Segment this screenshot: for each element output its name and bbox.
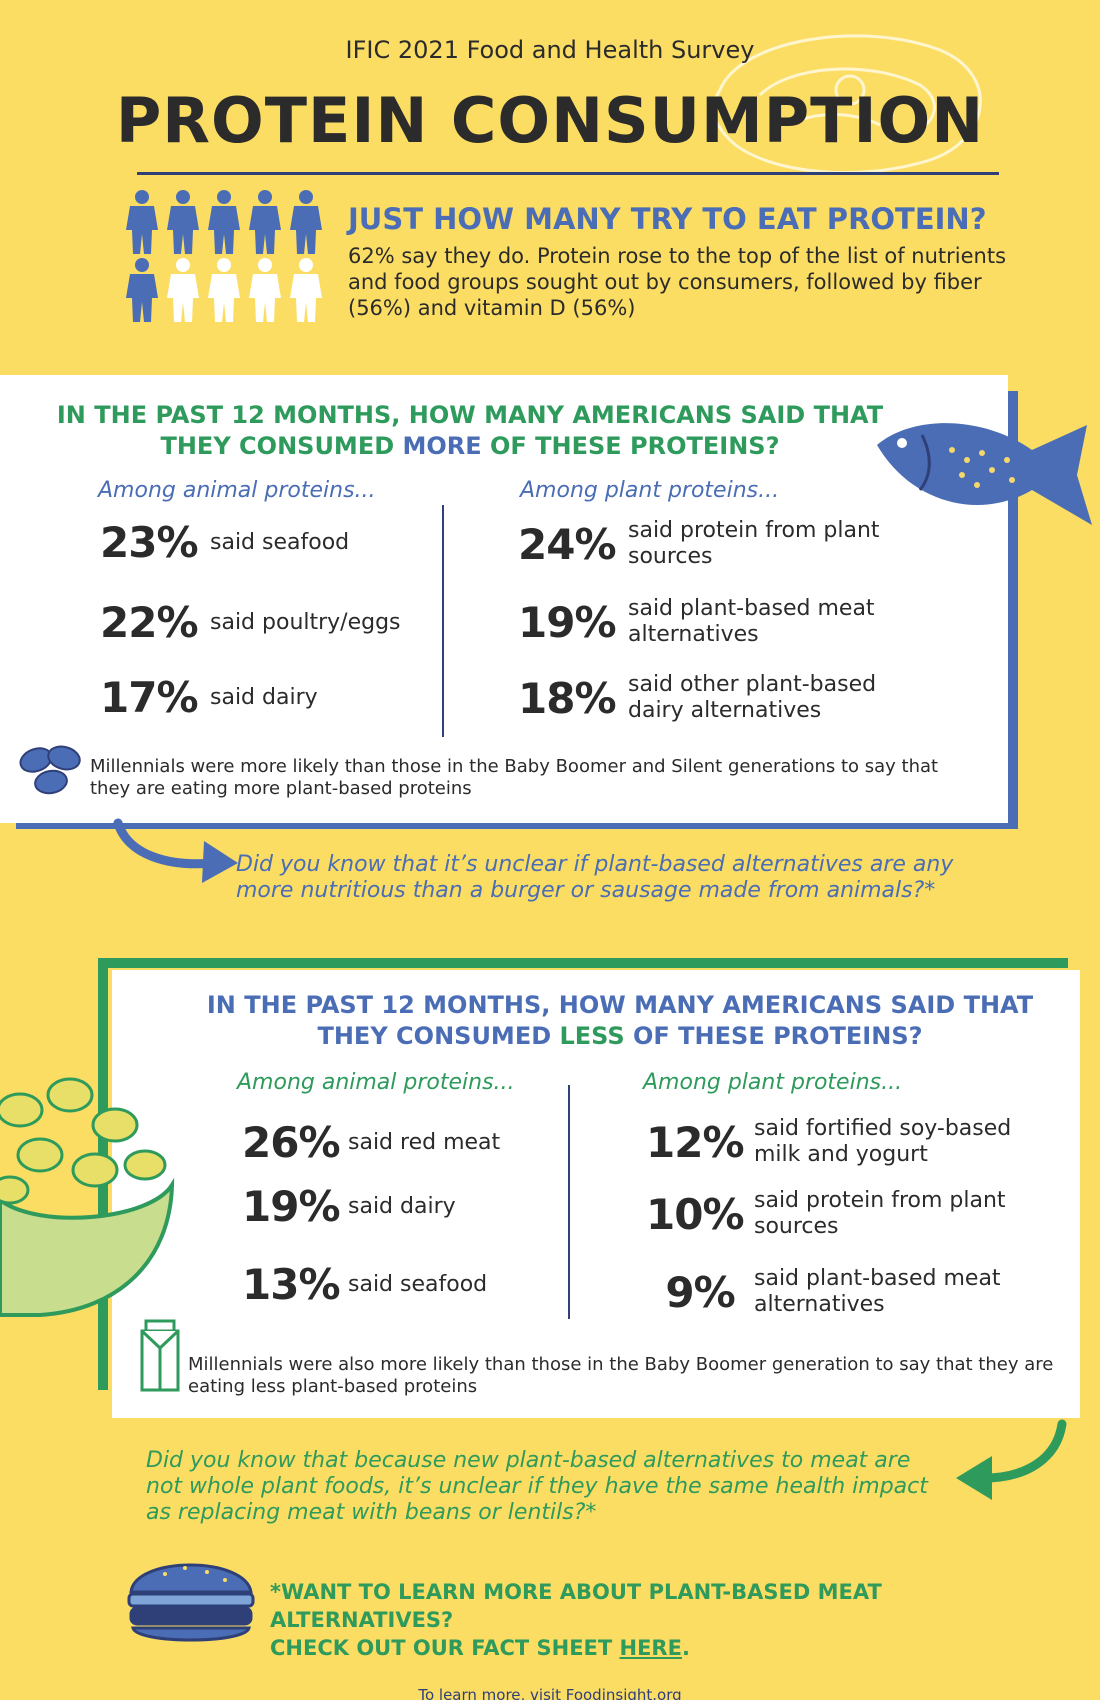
- more-column-divider: [442, 505, 444, 737]
- person-icon: [290, 258, 322, 322]
- more-plant-label-text: said plant-based meat alternatives: [628, 596, 875, 647]
- cta-line-2: CHECK OUT OUR FACT SHEET HERE.: [270, 1634, 1070, 1662]
- less-animal-pct: 13%: [242, 1260, 341, 1309]
- more-plant-pct: 24%: [518, 519, 617, 569]
- person-icon: [249, 258, 281, 322]
- person-icon: [126, 190, 158, 254]
- less-animal-label-text: said red meat: [348, 1129, 501, 1155]
- person-icon: [208, 258, 240, 322]
- bean-bowl-sketch-icon: [0, 1077, 175, 1317]
- more-heading-highlight: MORE: [402, 432, 482, 460]
- curved-arrow-icon: [956, 1419, 1067, 1500]
- less-heading-post: OF THESE PROTEINS?: [624, 1022, 923, 1050]
- less-heading-pre: IN THE PAST 12 MONTHS, HOW MANY AMERICAN…: [206, 991, 1034, 1050]
- more-plant-row: 24% said protein from plant sources: [518, 518, 908, 570]
- less-animal-pct: 26%: [242, 1118, 341, 1167]
- less-heading-highlight: LESS: [559, 1022, 625, 1050]
- more-proteins-box: [0, 375, 1008, 823]
- more-millennials-note: Millennials were more likely than those …: [90, 756, 939, 799]
- more-animal-label: Among animal proteins...: [98, 478, 376, 503]
- page-title: PROTEIN CONSUMPTION: [115, 84, 985, 157]
- milk-carton-icon: [140, 1319, 180, 1392]
- less-column-divider: [568, 1085, 570, 1319]
- more-animal-row: 22% said poultry/eggs: [100, 598, 440, 647]
- cta-line-1: *WANT TO LEARN MORE ABOUT PLANT-BASED ME…: [270, 1580, 882, 1632]
- more-animal-row: 17% said dairy: [100, 673, 440, 722]
- more-animal-row: 23% said seafood: [100, 518, 440, 567]
- protein-question: JUST HOW MANY TRY TO EAT PROTEIN?: [348, 202, 987, 236]
- more-heading-pre: IN THE PAST 12 MONTHS, HOW MANY AMERICAN…: [56, 401, 884, 460]
- more-box-shadow-right: [1008, 391, 1018, 829]
- less-proteins-box: [112, 970, 1080, 1418]
- cta-line-2-pre: CHECK OUT OUR FACT SHEET: [270, 1636, 620, 1660]
- more-animal-label-text: said seafood: [210, 529, 350, 555]
- cta-line-2-post: .: [681, 1636, 690, 1660]
- less-animal-row: 26% said red meat: [242, 1118, 548, 1167]
- more-animal-label-text: said dairy: [210, 684, 318, 710]
- person-icon: [126, 258, 158, 322]
- less-plant-label-text: said protein from plant sources: [754, 1188, 1006, 1239]
- less-plant-label-text: said plant-based meat alternatives: [754, 1266, 1001, 1317]
- fact-sheet-cta: *WANT TO LEARN MORE ABOUT PLANT-BASED ME…: [270, 1578, 1070, 1662]
- survey-name: IFIC 2021 Food and Health Survey: [345, 36, 755, 64]
- less-animal-pct: 19%: [242, 1182, 341, 1231]
- less-plant-label: Among plant proteins...: [643, 1070, 903, 1095]
- less-plant-row: 12% said fortified soy-based milk and yo…: [646, 1116, 1034, 1168]
- more-plant-row: 19% said plant-based meat alternatives: [518, 596, 908, 648]
- more-heading-post: OF THESE PROTEINS?: [481, 432, 780, 460]
- steak-sketch-icon: [711, 34, 982, 175]
- less-did-you-know: Did you know that because new plant-base…: [146, 1448, 928, 1525]
- less-plant-label-text: said fortified soy-based milk and yogurt: [754, 1116, 1012, 1167]
- less-animal-label: Among animal proteins...: [237, 1070, 515, 1095]
- more-animal-pct: 22%: [100, 598, 199, 647]
- person-icon: [167, 258, 199, 322]
- less-plant-row: 9% said plant-based meat alternatives: [646, 1266, 1034, 1318]
- more-did-you-know: Did you know that it’s unclear if plant-…: [236, 852, 954, 903]
- less-plant-pct: 10%: [646, 1189, 745, 1239]
- fact-sheet-link[interactable]: HERE: [619, 1636, 682, 1660]
- less-animal-label-text: said dairy: [348, 1193, 456, 1219]
- people-pictogram: [126, 190, 322, 322]
- more-plant-label-text: said protein from plant sources: [628, 518, 880, 569]
- more-heading: IN THE PAST 12 MONTHS, HOW MANY AMERICAN…: [40, 400, 900, 462]
- more-plant-pct: 19%: [518, 597, 617, 647]
- less-heading: IN THE PAST 12 MONTHS, HOW MANY AMERICAN…: [180, 990, 1060, 1052]
- more-animal-pct: 23%: [100, 518, 199, 567]
- more-plant-pct: 18%: [518, 673, 617, 723]
- less-millennials-note: Millennials were also more likely than t…: [188, 1354, 1054, 1397]
- less-plant-row: 10% said protein from plant sources: [646, 1188, 1034, 1240]
- person-icon: [208, 190, 240, 254]
- footer-text: To learn more, visit Foodinsight.org: [418, 1686, 682, 1700]
- less-animal-row: 13% said seafood: [242, 1260, 548, 1309]
- less-plant-pct: 12%: [646, 1117, 745, 1167]
- less-animal-row: 19% said dairy: [242, 1182, 548, 1231]
- almonds-icon: [19, 745, 81, 795]
- more-plant-label: Among plant proteins...: [520, 478, 780, 503]
- more-animal-pct: 17%: [100, 673, 199, 722]
- person-icon: [167, 190, 199, 254]
- fish-sketch-icon: [877, 423, 1092, 525]
- less-box-border-top: [98, 958, 1068, 968]
- more-plant-row: 18% said other plant-based dairy alterna…: [518, 672, 908, 724]
- curved-arrow-icon: [113, 818, 238, 883]
- less-plant-pct: 9%: [665, 1267, 735, 1317]
- title-rule: [137, 172, 999, 175]
- person-icon: [249, 190, 281, 254]
- more-box-shadow-bottom: [16, 819, 1018, 829]
- more-animal-label-text: said poultry/eggs: [210, 609, 401, 635]
- burger-sketch-icon: [127, 1563, 255, 1642]
- less-animal-label-text: said seafood: [348, 1271, 488, 1297]
- person-icon: [290, 190, 322, 254]
- protein-intro-text: 62% say they do. Protein rose to the top…: [348, 244, 1007, 320]
- more-plant-label-text: said other plant-based dairy alternative…: [628, 672, 877, 723]
